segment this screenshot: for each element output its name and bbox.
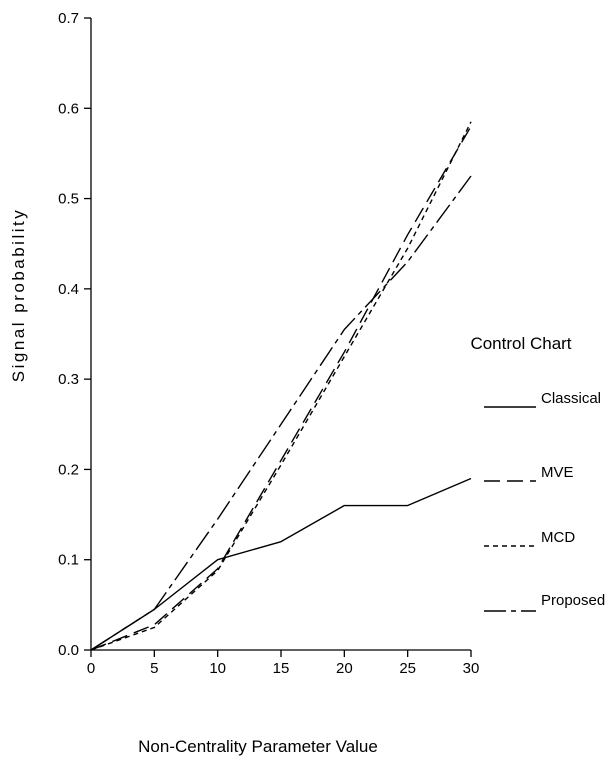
chart-axes	[90, 18, 471, 651]
x-tick-label: 25	[399, 660, 416, 677]
legend-label-classical: Classical	[541, 390, 601, 407]
legend-label-proposed: Proposed	[541, 592, 605, 609]
x-tick-label: 10	[209, 660, 226, 677]
x-tick-label: 15	[273, 660, 290, 677]
y-tick-label: 0.0	[58, 642, 79, 659]
y-tick-label: 0.3	[58, 371, 79, 388]
y-tick-label: 0.6	[58, 100, 79, 117]
x-tick-label: 30	[463, 660, 480, 677]
y-axis-label: Signal probability	[9, 208, 28, 382]
y-tick-label: 0.2	[58, 461, 79, 478]
y-tick-label: 0.1	[58, 552, 79, 569]
legend-label-mve: MVE	[541, 464, 574, 481]
series-line-classical	[90, 477, 472, 651]
y-tick-label: 0.5	[58, 191, 79, 208]
x-tick-label: 0	[87, 660, 95, 677]
y-tick-label: 0.7	[58, 10, 79, 27]
x-tick-label: 5	[150, 660, 158, 677]
x-axis-label: Non-Centrality Parameter Value	[138, 737, 378, 756]
series-line-mcd	[90, 121, 472, 651]
legend: Control Chart Classical MVE MCD Proposed	[470, 334, 605, 612]
x-tick-label: 20	[336, 660, 353, 677]
y-tick-label: 0.4	[58, 281, 79, 298]
legend-label-mcd: MCD	[541, 529, 575, 546]
legend-items: Classical MVE MCD Proposed	[484, 390, 605, 612]
series-line-proposed	[90, 175, 472, 651]
series-line-mve	[90, 125, 472, 651]
series-lines	[90, 121, 472, 651]
y-ticks: 0.0 0.1 0.2 0.3 0.4 0.5 0.6 0.7	[58, 10, 91, 659]
x-ticks: 0 5 10 15 20 25 30	[87, 650, 480, 677]
legend-title: Control Chart	[470, 334, 571, 353]
